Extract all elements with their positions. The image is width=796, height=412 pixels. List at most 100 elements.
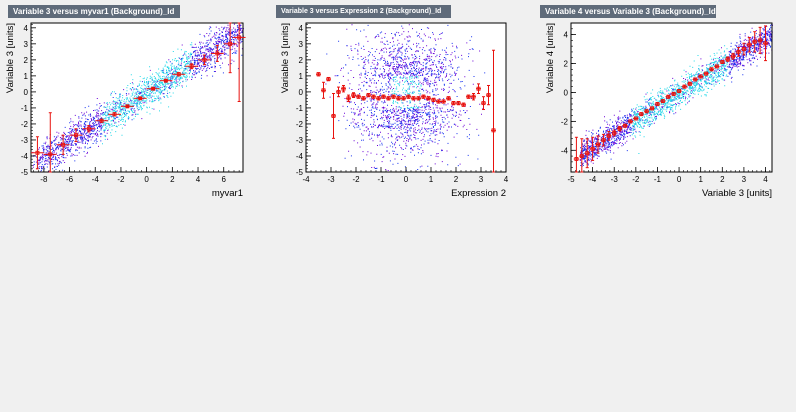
x-tick-label: -5 <box>567 175 575 184</box>
profile-point <box>757 26 763 54</box>
profile-point <box>356 94 361 99</box>
profile-point <box>406 94 411 99</box>
profile-point <box>232 22 246 103</box>
data-marker <box>74 133 78 138</box>
profile-point <box>108 112 121 117</box>
data-marker <box>189 64 194 69</box>
profile-point <box>471 92 476 101</box>
x-tick-label: -3 <box>327 175 335 184</box>
chart-2-title: Variable 3 versus Expression 2 (Backgrou… <box>276 5 451 18</box>
data-marker <box>617 126 622 131</box>
x-tick-label: 1 <box>429 175 434 184</box>
data-marker <box>341 86 346 91</box>
profile-point <box>584 138 590 169</box>
data-marker <box>579 154 584 159</box>
y-tick-label: -2 <box>21 120 29 129</box>
y-tick-label: -5 <box>21 168 29 177</box>
y-tick-label: 4 <box>24 24 29 33</box>
profile-point <box>741 42 747 56</box>
data-marker <box>446 96 451 101</box>
data-marker <box>698 74 703 79</box>
data-marker <box>396 96 401 101</box>
profile-point <box>351 92 356 98</box>
profile-point <box>703 71 709 76</box>
profile-point <box>724 56 731 62</box>
data-marker <box>86 126 91 131</box>
profile-point <box>461 102 466 107</box>
data-marker <box>633 116 638 121</box>
y-tick-label: 3 <box>299 40 304 49</box>
data-marker <box>99 118 104 123</box>
data-marker <box>763 41 768 46</box>
profile-point <box>416 96 421 101</box>
data-marker <box>35 150 40 155</box>
x-tick-label: -1 <box>654 175 662 184</box>
profile-point <box>185 63 199 70</box>
profile-point <box>381 94 386 99</box>
x-tick-label: -3 <box>611 175 619 184</box>
data-marker <box>481 101 486 106</box>
data-marker <box>612 130 617 135</box>
y-tick-label: 1 <box>299 72 304 81</box>
x-tick-label: 4 <box>763 175 768 184</box>
profile-point <box>746 36 753 53</box>
y-axis-label: Variable 3 [units] <box>5 23 16 93</box>
profile-point <box>687 81 693 86</box>
y-axis-label: Variable 3 [units] <box>280 23 291 93</box>
profile-point <box>336 86 341 98</box>
profile-point <box>643 109 650 114</box>
profile-point <box>223 22 237 74</box>
profile-point <box>730 52 736 60</box>
data-marker <box>215 51 220 56</box>
data-marker <box>486 93 491 98</box>
profile-point <box>321 81 326 99</box>
x-tick-label: 2 <box>170 175 175 184</box>
profile-point <box>436 99 441 104</box>
x-tick-label: 2 <box>454 175 459 184</box>
x-tick-label: -2 <box>632 175 640 184</box>
profile-point <box>56 134 70 155</box>
y-tick-label: -4 <box>21 152 29 161</box>
profile-point <box>391 94 396 99</box>
profile-point <box>172 72 186 77</box>
density-points-cyan <box>631 45 728 155</box>
profile-point <box>198 54 211 66</box>
data-marker <box>682 84 687 89</box>
data-marker <box>386 96 391 101</box>
data-marker <box>138 96 143 101</box>
data-marker <box>461 102 466 107</box>
x-tick-label: -8 <box>40 175 48 184</box>
x-tick-label: 0 <box>144 175 149 184</box>
profile-point <box>421 94 426 99</box>
data-marker <box>202 57 207 62</box>
y-axis-label: Variable 4 [units] <box>545 23 556 93</box>
data-marker <box>758 38 763 43</box>
profile-point <box>386 96 391 101</box>
data-marker <box>747 42 752 47</box>
profile-point <box>401 96 406 101</box>
profile-point <box>681 84 688 89</box>
profile-point <box>665 94 671 99</box>
profile-point <box>120 104 134 109</box>
profile-point <box>476 83 481 94</box>
profile-point <box>133 96 147 101</box>
data-marker <box>381 94 386 99</box>
x-tick-label: 3 <box>479 175 484 184</box>
scatter-density <box>579 24 773 167</box>
profile-point <box>456 101 461 106</box>
data-marker <box>346 96 351 101</box>
profile-point <box>451 101 456 106</box>
y-tick-label: -2 <box>296 120 304 129</box>
profile-point <box>660 99 666 104</box>
data-marker <box>451 101 456 106</box>
chart-1: -8 -6 -4 -2 0 2 4 6 -5 -4 -3 -2 -1 0 1 2 3 4 myvar1 Variabl… <box>5 22 246 199</box>
y-tick-label: -1 <box>21 104 29 113</box>
data-marker <box>628 119 633 124</box>
data-marker <box>48 152 53 157</box>
data-marker <box>720 60 725 65</box>
profile-point <box>361 96 366 101</box>
x-tick-label: 6 <box>222 175 227 184</box>
profile-point <box>366 92 371 98</box>
data-marker <box>644 109 649 114</box>
